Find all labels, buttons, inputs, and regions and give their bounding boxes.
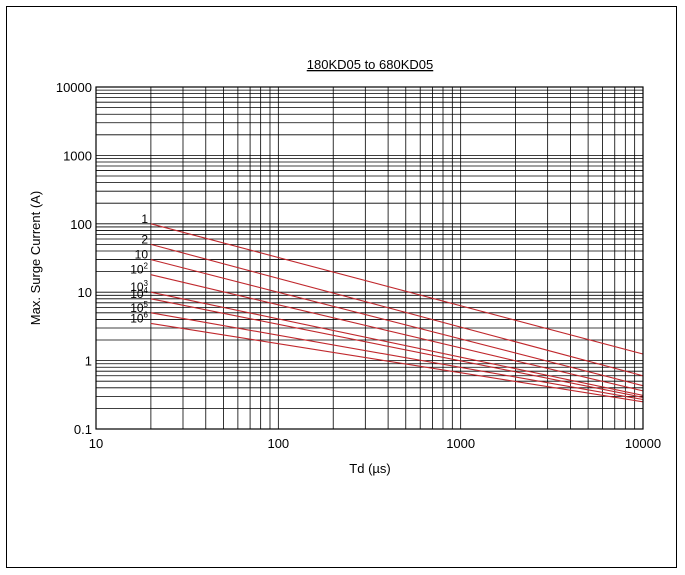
series-label: 102: [130, 262, 148, 277]
y-tick-label: 10000: [56, 80, 92, 95]
x-tick-label: 10000: [625, 436, 661, 451]
series-line: [150, 298, 644, 398]
series-label: 104: [130, 286, 148, 301]
y-tick-label: 0.1: [74, 422, 92, 437]
x-tick-label: 100: [267, 436, 289, 451]
series-line: [150, 322, 644, 403]
series-label: 106: [130, 310, 148, 325]
y-tick-labels: 0.1 1 10 100 1000 10000: [56, 80, 92, 437]
x-tick-label: 10: [89, 436, 103, 451]
y-tick-label: 1: [85, 354, 92, 369]
series-label: 2: [141, 232, 148, 246]
x-tick-labels: 10 100 1000 10000: [89, 436, 661, 451]
plot-area: [95, 86, 644, 430]
series-line: [150, 291, 644, 396]
series-line: [150, 243, 644, 377]
chart-frame: [6, 6, 677, 568]
series-label: 10: [135, 248, 149, 262]
x-axis-label: Td (µs): [349, 461, 390, 476]
series-line: [150, 312, 644, 401]
series-line: [150, 223, 644, 355]
series-label: 105: [130, 300, 148, 315]
y-tick-label: 100: [70, 217, 92, 232]
series-lines: [150, 223, 644, 403]
y-tick-label: 10: [78, 285, 92, 300]
y-axis-label: Max. Surge Current (A): [28, 191, 43, 325]
grid: [96, 87, 643, 429]
series-label: 1: [141, 212, 148, 226]
y-tick-label: 1000: [63, 148, 92, 163]
chart-title: 180KD05 to 680KD05: [307, 57, 433, 72]
series-line: [150, 274, 644, 392]
series-line: [150, 259, 644, 387]
series-label: 103: [130, 279, 148, 294]
x-tick-label: 1000: [446, 436, 475, 451]
